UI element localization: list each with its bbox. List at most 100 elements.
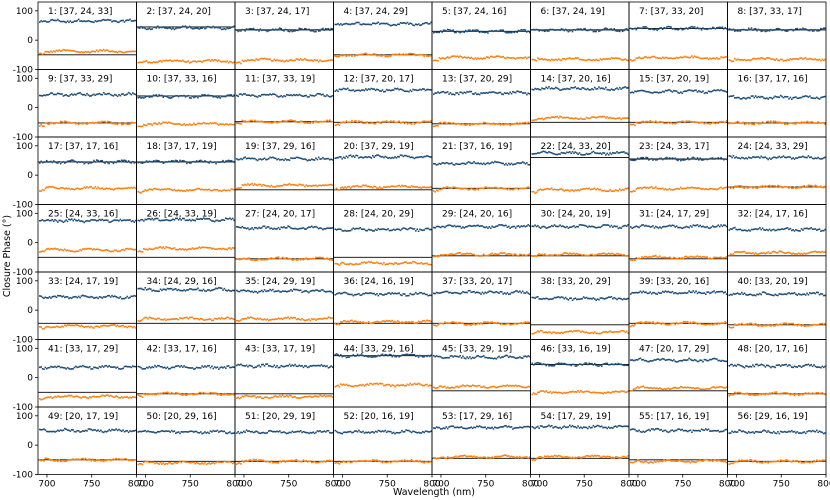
series-a-point: [729, 95, 732, 98]
series-a-point: [688, 158, 690, 161]
series-b-point: [648, 121, 650, 123]
series-a-point: [102, 161, 105, 164]
series-a-point: [170, 160, 173, 162]
series-b-point: [172, 122, 174, 125]
series-a-point: [555, 86, 557, 89]
series-b-point: [563, 252, 566, 254]
series-a-point: [609, 225, 611, 228]
series-a-point: [145, 288, 148, 291]
series-a-point: [158, 94, 160, 96]
series-a-point: [199, 159, 202, 162]
series-a-point: [115, 219, 117, 222]
series-a-point: [363, 23, 366, 25]
series-b-point: [62, 48, 65, 51]
series-a-point: [394, 24, 396, 26]
series-b-point: [376, 261, 378, 264]
series-b-point: [140, 319, 142, 322]
series-b-point: [394, 185, 396, 188]
series-b-point: [362, 261, 364, 264]
series-a-point: [629, 91, 632, 94]
series-b-point: [145, 189, 148, 192]
series-a-point: [331, 227, 334, 229]
series-a-point: [90, 162, 92, 164]
series-b-point: [169, 188, 172, 191]
series-a-point: [216, 26, 219, 29]
series-b-point: [179, 190, 181, 192]
series-b-point: [213, 122, 216, 124]
series-b-point: [545, 117, 547, 119]
series-b-point: [573, 252, 575, 255]
series-b-point: [396, 121, 399, 123]
series-a-point: [803, 227, 806, 230]
series-b-point: [130, 186, 133, 189]
series-b-point: [263, 184, 266, 186]
series-a-point: [709, 90, 711, 93]
series-a-point: [120, 219, 123, 222]
series-b-point: [137, 61, 140, 64]
series-b-point: [711, 121, 714, 124]
series-b-point: [510, 123, 513, 126]
series-a-point: [546, 226, 549, 229]
series-b-point: [209, 189, 212, 192]
series-a-point: [352, 23, 355, 25]
series-a-point: [445, 30, 448, 32]
series-b-point: [94, 50, 97, 53]
series-b-point: [570, 58, 572, 60]
series-a-point: [158, 27, 160, 29]
series-a-point: [686, 226, 689, 228]
series-a-point: [335, 157, 338, 159]
series-a-point: [143, 161, 145, 164]
series-a-point: [297, 156, 299, 159]
series-b-point: [145, 124, 148, 127]
series-a-point: [797, 28, 800, 31]
series-a-point: [244, 156, 246, 159]
series-b-point: [459, 123, 461, 125]
series-b-point: [173, 247, 176, 249]
series-b-point: [283, 183, 285, 186]
series-b-point: [355, 54, 357, 57]
series-b-point: [241, 258, 244, 260]
series-a-point: [108, 221, 111, 223]
series-a-point: [480, 162, 482, 165]
series-b-point: [451, 123, 453, 125]
series-b-point: [285, 120, 288, 123]
series-a-point: [775, 157, 778, 159]
series-b-point: [133, 186, 136, 189]
series-b-point: [384, 186, 387, 189]
series-b-point: [366, 185, 369, 188]
series-a-point: [575, 28, 578, 31]
series-a-point: [417, 89, 420, 92]
series-b-point: [679, 120, 682, 123]
series-a-point: [40, 94, 42, 97]
series-b-point: [670, 257, 672, 260]
series-a-point: [413, 157, 416, 160]
series-b-point: [301, 258, 303, 260]
series-b-point: [365, 52, 367, 55]
series-a-point: [501, 224, 503, 226]
series-a-point: [199, 289, 202, 292]
series-a-point: [359, 156, 362, 158]
series-b-point: [82, 187, 84, 190]
series-b-point: [409, 52, 412, 55]
series-a-point: [227, 218, 230, 220]
series-b-point: [802, 121, 804, 124]
series-b-point: [206, 59, 209, 61]
series-a-point: [449, 29, 452, 32]
series-a-point: [255, 227, 258, 229]
series-b-point: [212, 247, 215, 250]
series-b-point: [613, 57, 616, 60]
series-b-point: [55, 187, 58, 190]
series-a-point: [747, 229, 750, 231]
series-b-point: [524, 254, 527, 257]
series-a-point: [41, 219, 44, 221]
series-b-point: [398, 120, 400, 123]
series-a-point: [195, 27, 198, 29]
series-b-point: [366, 261, 369, 264]
series-a-point: [714, 27, 717, 30]
series-a-point: [612, 151, 614, 154]
series-b-point: [62, 326, 65, 328]
series-b-point: [614, 57, 617, 59]
series-a-point: [693, 224, 696, 227]
series-a-point: [97, 219, 99, 222]
